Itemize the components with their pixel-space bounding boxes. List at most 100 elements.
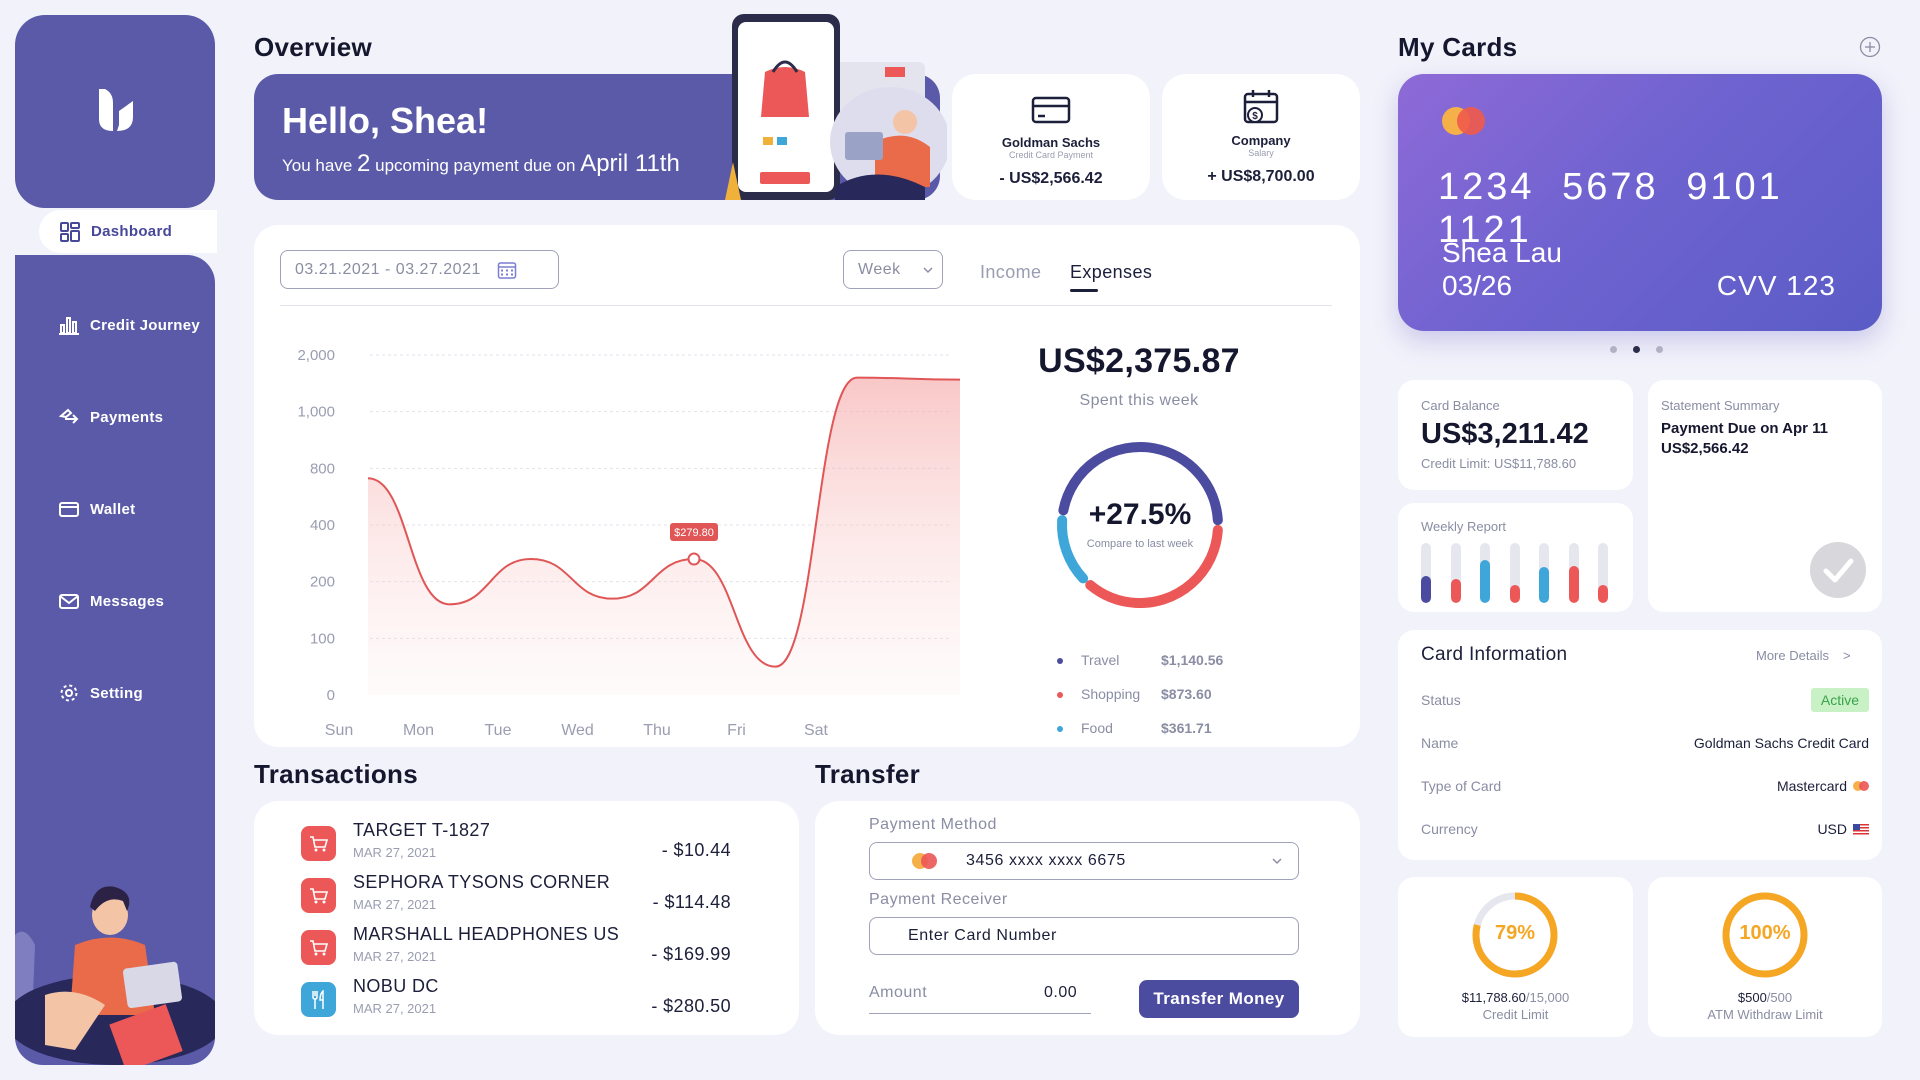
y-tick-label: 100 — [310, 630, 335, 647]
weekly-bar-fill — [1598, 585, 1608, 603]
shopping-cart-icon — [301, 878, 336, 913]
mail-icon — [59, 594, 79, 609]
info-row-type: Type of Card Mastercard — [1421, 774, 1869, 798]
card-holder: Shea Lau — [1442, 237, 1562, 268]
credit-card[interactable]: 1234 5678 9101 1121 Shea Lau 03/26 CVV 1… — [1398, 74, 1882, 331]
card-carousel-dots — [1610, 346, 1663, 353]
weekly-bar — [1598, 543, 1608, 603]
card-information-title: Card Information — [1421, 644, 1568, 665]
y-tick-label: 2,000 — [297, 347, 335, 364]
card-number-placeholder: Enter Card Number — [908, 927, 1057, 944]
mastercard-icon — [1853, 781, 1869, 791]
add-card-icon[interactable] — [1859, 36, 1881, 58]
weekly-report-bars — [1421, 543, 1611, 603]
wallet-icon — [59, 502, 79, 517]
legend-name: Travel — [1081, 652, 1120, 668]
legend-value: $1,140.56 — [1161, 652, 1224, 668]
weekly-bar-fill — [1568, 565, 1579, 603]
transaction-row[interactable]: MARSHALL HEADPHONES US MAR 27, 2021 - $1… — [301, 924, 731, 974]
shopping-cart-icon — [301, 826, 336, 861]
sidebar-item-dashboard[interactable]: Dashboard — [39, 210, 217, 253]
carousel-dot[interactable] — [1656, 346, 1663, 353]
chevron-right-icon: > — [1842, 648, 1851, 663]
goldman-sachs-card[interactable]: Goldman Sachs Credit Card Payment - US$2… — [952, 74, 1150, 200]
transfer-money-button[interactable]: Transfer Money — [1139, 980, 1299, 1018]
tab-expenses[interactable]: Expenses — [1070, 262, 1153, 282]
transfer-title: Transfer — [815, 759, 921, 789]
sidebar-item-payments[interactable]: Payments — [58, 406, 163, 428]
date-range-text: 03.21.2021 - 03.27.2021 — [295, 260, 481, 278]
sidebar-item-label: Payments — [90, 408, 164, 426]
limit-used: $11,788.60 — [1461, 990, 1526, 1005]
transaction-amount: - $114.48 — [652, 892, 731, 912]
sidebar-item-wallet[interactable]: Wallet — [58, 498, 135, 520]
period-select[interactable]: Week — [843, 250, 943, 289]
legend-food: Food $361.71 — [1057, 720, 1227, 736]
carousel-dot[interactable] — [1610, 346, 1617, 353]
mini-card-amount: + US$8,700.00 — [1207, 168, 1315, 185]
x-tick-label: Sat — [804, 722, 829, 739]
info-value-currency: USD — [1817, 821, 1869, 837]
transaction-row[interactable]: NOBU DC MAR 27, 2021 - $280.50 — [301, 976, 731, 1026]
calendar-dollar-icon: $ — [1243, 90, 1279, 124]
bar-chart-icon — [59, 317, 79, 335]
gauge-fill — [1722, 892, 1808, 978]
card-number-input[interactable]: Enter Card Number — [869, 917, 1299, 955]
period-value: Week — [858, 260, 901, 278]
info-value: Goldman Sachs Credit Card — [1693, 735, 1869, 751]
sidebar-nav — [15, 255, 215, 1065]
info-value: USD — [1817, 821, 1847, 837]
mini-card-subtitle: Salary — [1248, 148, 1274, 158]
payment-method-select[interactable]: 3456 xxxx xxxx 6675 — [869, 842, 1299, 880]
statement-summary-panel: Statement Summary Payment Due on Apr 11 … — [1648, 380, 1882, 612]
weekly-bar-fill — [1480, 559, 1490, 603]
sidebar-item-messages[interactable]: Messages — [58, 590, 164, 612]
greeting-text: Hello, Shea! — [282, 100, 489, 141]
series-area — [368, 377, 960, 695]
info-key: Currency — [1421, 821, 1478, 837]
app-logo — [99, 89, 133, 131]
atm-limit-label: ATM Withdraw Limit — [1707, 1007, 1823, 1022]
date-range-picker[interactable]: 03.21.2021 - 03.27.2021 — [280, 250, 559, 289]
info-row-name: Name Goldman Sachs Credit Card — [1421, 731, 1869, 755]
weekly-bar — [1539, 543, 1549, 603]
card-number-group: 5678 — [1562, 166, 1659, 208]
sidebar-logo-panel — [15, 15, 215, 208]
tab-income[interactable]: Income — [980, 262, 1042, 282]
x-tick-label: Wed — [561, 722, 594, 739]
payment-receiver-label: Payment Receiver — [869, 891, 1008, 908]
shopping-cart-icon — [301, 930, 336, 965]
transaction-row[interactable]: TARGET T-1827 MAR 27, 2021 - $10.44 — [301, 820, 731, 870]
check-circle-icon — [1810, 542, 1866, 598]
card-balance-panel: Card Balance US$3,211.42 Credit Limit: U… — [1398, 380, 1633, 490]
legend-value: $873.60 — [1161, 686, 1212, 702]
calendar-icon — [497, 261, 517, 279]
amount-input[interactable]: 0.00 — [1044, 984, 1078, 1001]
carousel-dot-active[interactable] — [1633, 346, 1640, 353]
weekly-total: US$2,375.87 — [1038, 342, 1240, 380]
weekly-bar — [1450, 543, 1461, 603]
weekly-bar-fill — [1421, 576, 1431, 603]
dashboard-icon — [60, 221, 80, 242]
cvv-label: CVV — [1716, 270, 1778, 301]
card-number-group: 1121 — [1438, 209, 1532, 251]
legend-dot — [1057, 658, 1063, 664]
sidebar-item-setting[interactable]: Setting — [58, 682, 143, 704]
more-details-link[interactable]: More Details > — [1756, 648, 1851, 663]
svg-text:$: $ — [1252, 111, 1258, 122]
credit-limit-label: Credit Limit — [1482, 1007, 1549, 1022]
company-salary-card[interactable]: $ Company Salary + US$8,700.00 — [1162, 74, 1360, 200]
due-date: April 11th — [580, 150, 680, 177]
sidebar-item-label: Credit Journey — [90, 316, 201, 334]
highlight-point — [687, 552, 701, 566]
sidebar-item-credit-journey[interactable]: Credit Journey — [58, 314, 200, 336]
info-row-currency: Currency USD — [1421, 817, 1869, 841]
reminder-mid: upcoming payment due on — [375, 156, 576, 175]
limit-total: /500 — [1766, 990, 1793, 1005]
card-information-panel — [1398, 630, 1882, 860]
payment-reminder: You have 2 upcoming payment due on April… — [282, 150, 680, 178]
card-number: 1234 5678 9101 1121 — [1438, 166, 1882, 252]
transaction-row[interactable]: SEPHORA TYSONS CORNER MAR 27, 2021 - $11… — [301, 872, 731, 922]
transaction-date: MAR 27, 2021 — [353, 845, 437, 860]
atm-limit-panel: 100% $500/500 ATM Withdraw Limit — [1648, 877, 1882, 1037]
